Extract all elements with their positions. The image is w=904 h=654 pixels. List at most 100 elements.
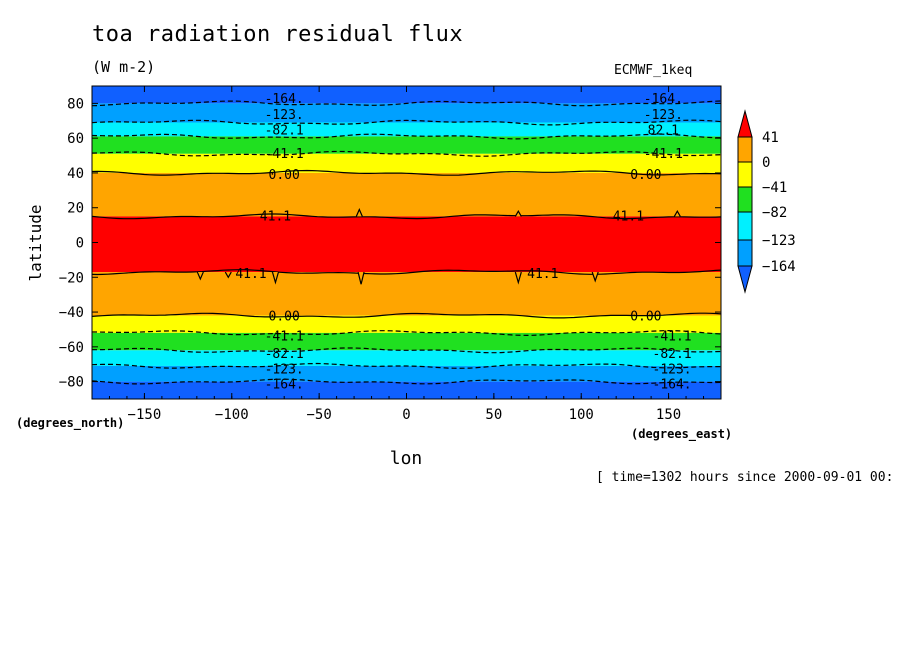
colorbar-box-1 [737,161,753,188]
contour-label-2: -123. [265,108,304,123]
y-tick-label-2: −40 [59,305,84,321]
time-footer: [ time=1302 hours since 2000-09-01 00: [596,470,894,485]
contour-label-13: 41.1 [527,267,558,282]
y-tick-label-1: −60 [59,340,84,356]
contour-spike-6 [355,207,363,217]
colorbar-label-2: −41 [762,180,787,196]
band-11 [92,365,721,382]
contour-label-16: -41.1 [265,330,304,345]
contour-spike-8 [673,209,681,217]
contour-line-10 [91,362,721,369]
contour-label-17: -41.1 [653,330,692,345]
band-1 [92,103,721,123]
band-10 [92,350,721,366]
colorbar: 41 0 −41 −82 −123 −164 [737,109,796,294]
contour-label-0: -164. [265,92,304,107]
dataset-label: ECMWF_1keq [614,63,693,78]
y-tick-label-7: 60 [67,131,84,147]
chart-title: toa radiation residual flux [92,22,464,47]
y-unit-label: (degrees_north) [16,416,124,431]
x-tick-label-1: −100 [215,407,249,423]
contour-line-8 [92,329,722,337]
x-tick-label-4: 50 [485,407,502,423]
plot-contour-labels: -164. -164.-123. -123.-82.1 82.1-41.1 -41.10… [235,92,691,392]
y-tick-label-6: 40 [67,166,84,182]
contour-label-6: -41.1 [265,147,304,162]
contour-label-20: -123. [265,363,304,378]
colorbar-box-4 [737,239,753,267]
x-axis-label: lon [390,448,423,469]
contour-line-6 [91,269,722,276]
contour-line-5 [91,213,722,220]
contour-label-5: 82.1 [648,123,679,138]
band-0 [92,86,721,104]
x-unit-label: (degrees_east) [631,427,732,442]
colorbar-label-3: −82 [762,205,787,221]
contour-label-18: -82.1 [265,347,304,362]
contour-label-7: -41.1 [644,147,683,162]
x-tick-label-5: 100 [569,407,594,423]
band-8 [92,315,721,333]
contour-spike-4 [514,271,522,285]
contour-line-1 [91,119,722,126]
contour-label-19: -82.1 [653,347,692,362]
colorbar-arrow-top [737,109,753,138]
colorbar-label-4: −123 [762,233,796,249]
y-tick-label-4: 0 [76,236,84,252]
band-5 [92,172,721,217]
band-2 [92,122,721,137]
colorbar-box-0 [737,136,753,163]
contour-line-2 [91,133,722,140]
colorbar-arrow-bottom [737,265,753,294]
y-axis-label: latitude [26,204,45,281]
contour-label-15: 0.00 [630,310,661,325]
x-axis: −150 −100 −50 0 50 100 150 [108,86,705,423]
band-7 [92,272,721,316]
plot-contours [91,100,722,385]
y-tick-label-8: 80 [67,96,84,112]
contour-label-21: -123. [653,363,692,378]
contour-spike-7 [514,209,522,217]
contour-spike-3 [357,271,365,285]
y-tick-label-5: 20 [67,201,84,217]
contour-label-14: 0.00 [269,310,300,325]
band-6 [92,216,721,273]
contour-spike-1 [224,271,232,279]
contour-spike-0 [196,271,204,281]
x-tick-label-0: −150 [128,407,162,423]
colorbar-box-2 [737,186,753,213]
band-4 [92,153,721,173]
contour-label-1: -164. [644,92,683,107]
contour-spike-2 [271,271,280,285]
contour-label-4: -82.1 [265,123,304,138]
colorbar-label-5: −164 [762,259,796,275]
colorbar-box-3 [737,211,753,241]
band-3 [92,136,721,154]
contour-label-23: -164. [653,377,692,392]
contour-spike-5 [591,271,599,283]
contour-line-0 [91,100,722,107]
plot-bands [92,86,721,399]
band-9 [92,332,721,351]
y-tick-label-3: −20 [59,270,84,286]
contour-label-8: 0.00 [269,168,300,183]
contour-line-7 [91,312,722,319]
x-tick-label-3: 0 [402,407,410,423]
y-axis: −80 −60 −40 −20 0 20 40 60 80 [59,96,721,391]
colorbar-label-0: 41 [762,130,779,146]
contour-line-11 [91,378,722,385]
x-tick-label-6: 150 [656,407,681,423]
contour-line-3 [91,150,722,157]
y-tick-label-0: −80 [59,375,84,391]
chart-units: (W m-2) [92,58,156,76]
contour-label-3: -123. [644,108,683,123]
contour-label-12: 41.1 [235,267,266,282]
x-tick-label-2: −50 [306,407,331,423]
band-12 [92,381,721,399]
contour-label-9: 0.00 [630,168,661,183]
contour-label-22: -164. [265,377,304,392]
colorbar-label-1: 0 [762,155,770,171]
contour-line-4 [91,169,722,176]
contour-label-10: 41.1 [260,210,291,225]
